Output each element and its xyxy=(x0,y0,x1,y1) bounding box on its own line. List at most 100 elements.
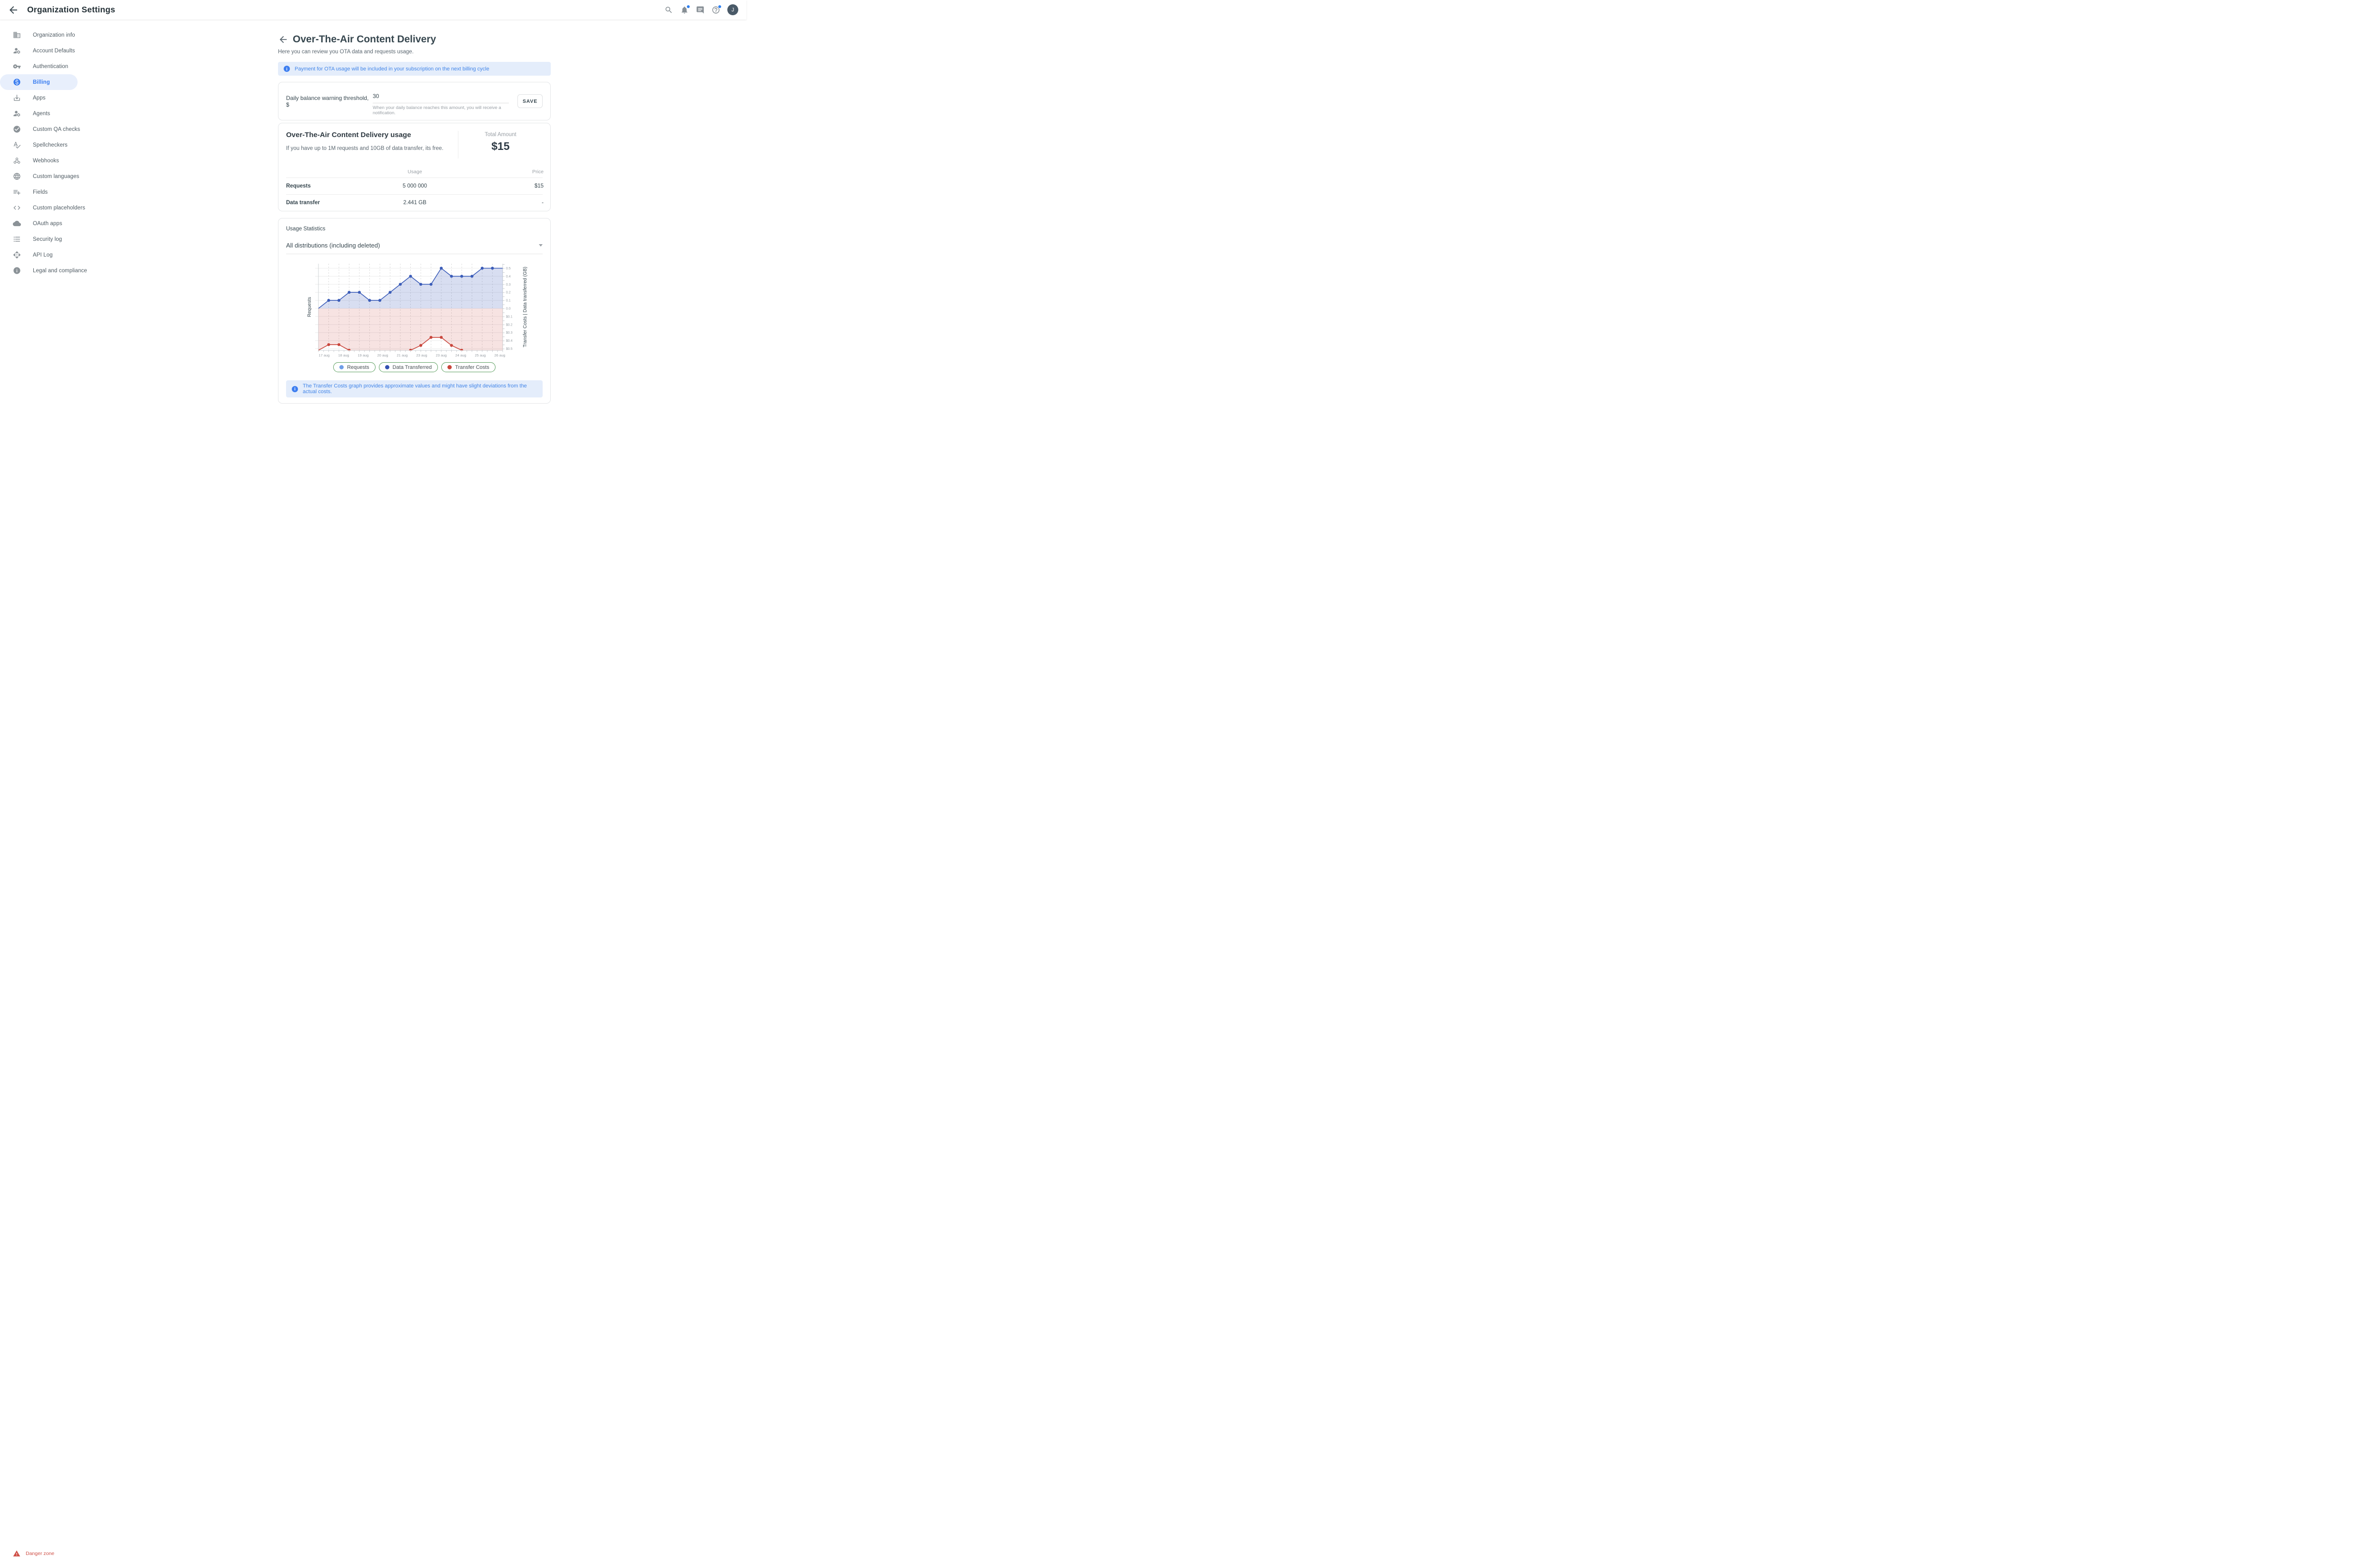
list-icon xyxy=(13,235,21,243)
chevron-down-icon xyxy=(539,244,543,247)
costs-info-banner: i The Transfer Costs graph provides appr… xyxy=(286,380,543,397)
sidebar-item-organization-info[interactable]: Organization info xyxy=(0,27,133,43)
billing-info-banner: i Payment for OTA usage will be included… xyxy=(278,62,551,76)
svg-text:23 aug: 23 aug xyxy=(436,353,447,357)
page-subtitle: Here you can review you OTA data and req… xyxy=(278,49,414,55)
threshold-card: Daily balance warning threshold, $ When … xyxy=(278,82,551,120)
total-amount-label: Total Amount xyxy=(485,132,516,138)
sidebar-item-danger-zone[interactable]: Danger zone xyxy=(13,1550,54,1557)
sidebar-item-billing[interactable]: Billing xyxy=(0,74,78,90)
info-icon: i xyxy=(292,386,298,392)
download-icon xyxy=(13,94,21,102)
svg-text:18 aug: 18 aug xyxy=(338,353,349,357)
svg-text:$0.2: $0.2 xyxy=(506,323,513,327)
settings-sidebar: Organization info Account Defaults Authent… xyxy=(0,20,133,1565)
banner-text: The Transfer Costs graph provides approx… xyxy=(303,383,527,395)
avatar[interactable]: J xyxy=(727,4,738,15)
svg-text:19 aug: 19 aug xyxy=(358,353,369,357)
legend-dot xyxy=(339,365,344,369)
svg-text:0.2: 0.2 xyxy=(506,291,511,295)
usage-chart: 17 aug 18 aug 19 aug 20 aug 21 aug 23 aug 23 a… xyxy=(286,261,543,361)
cloud-icon xyxy=(13,219,21,228)
svg-text:26 aug: 26 aug xyxy=(495,353,506,357)
info-icon: i xyxy=(284,66,290,72)
notifications-badge xyxy=(686,4,690,9)
stats-title: Usage Statistics xyxy=(286,226,326,232)
sidebar-item-security-log[interactable]: Security log xyxy=(0,231,133,247)
sidebar-item-account-defaults[interactable]: Account Defaults xyxy=(0,43,133,59)
row-label: Data transfer xyxy=(286,200,320,206)
threshold-helper: When your daily balance reaches this amo… xyxy=(373,105,501,116)
globe-icon xyxy=(13,172,21,180)
svg-text:$0.3: $0.3 xyxy=(506,331,513,335)
sidebar-item-api-log[interactable]: API Log xyxy=(0,247,133,263)
help-badge xyxy=(718,4,722,9)
playlist-add-icon xyxy=(13,188,21,196)
usage-table: Usage Price Requests 5 000 000 $15 Data … xyxy=(286,166,544,211)
code-icon xyxy=(13,204,21,212)
sidebar-item-oauth-apps[interactable]: OAuth apps xyxy=(0,216,133,231)
svg-text:0.5: 0.5 xyxy=(506,267,511,270)
usage-statistics-card: Usage Statistics All distributions (incl… xyxy=(278,218,551,404)
main-content: Over-The-Air Content Delivery Here you c… xyxy=(133,20,2380,1565)
notifications-icon[interactable] xyxy=(680,4,690,14)
threshold-input[interactable] xyxy=(373,92,509,103)
sidebar-item-apps[interactable]: Apps xyxy=(0,90,133,106)
chart-legend: Requests Data Transferred Transfer Costs xyxy=(286,362,543,372)
page-back-icon[interactable] xyxy=(278,34,288,45)
svg-text:24 aug: 24 aug xyxy=(456,353,466,357)
svg-text:0.4: 0.4 xyxy=(506,275,511,278)
sidebar-item-custom-placeholders[interactable]: Custom placeholders xyxy=(0,200,133,216)
svg-text:$0.1: $0.1 xyxy=(506,315,513,318)
table-row: Requests 5 000 000 $15 xyxy=(286,178,544,194)
usage-card-description: If you have up to 1M requests and 10GB o… xyxy=(286,146,444,151)
svg-text:0.1: 0.1 xyxy=(506,299,511,303)
row-price: - xyxy=(542,200,544,206)
spellcheck-icon xyxy=(13,141,21,149)
sidebar-item-webhooks[interactable]: Webhooks xyxy=(0,153,133,168)
manage-accounts-icon xyxy=(13,109,21,118)
sidebar-item-custom-qa-checks[interactable]: Custom QA checks xyxy=(0,121,133,137)
api-icon xyxy=(13,251,21,259)
svg-text:Requests: Requests xyxy=(307,297,312,317)
top-app-bar: Organization Settings J xyxy=(0,0,746,20)
back-icon[interactable] xyxy=(8,4,19,16)
check-circle-icon xyxy=(13,125,21,133)
sidebar-item-legal-and-compliance[interactable]: Legal and compliance xyxy=(0,263,133,278)
sidebar-item-agents[interactable]: Agents xyxy=(0,106,133,121)
distribution-select[interactable]: All distributions (including deleted) xyxy=(286,242,543,254)
search-icon[interactable] xyxy=(664,6,673,14)
legend-dot xyxy=(447,365,452,369)
threshold-label: Daily balance warning threshold, $ xyxy=(286,94,369,108)
svg-text:25 aug: 25 aug xyxy=(475,353,486,357)
total-amount-value: $15 xyxy=(491,140,510,152)
svg-text:20 aug: 20 aug xyxy=(377,353,388,357)
legend-chip-data-transferred[interactable]: Data Transferred xyxy=(378,362,438,372)
info-icon xyxy=(13,267,21,275)
svg-text:23 aug: 23 aug xyxy=(416,353,427,357)
svg-text:$0.5: $0.5 xyxy=(506,347,513,351)
legend-chip-requests[interactable]: Requests xyxy=(333,362,376,372)
svg-text:0.0: 0.0 xyxy=(506,307,511,311)
row-label: Requests xyxy=(286,183,311,189)
save-button[interactable]: SAVE xyxy=(517,94,543,108)
col-usage: Usage xyxy=(407,169,422,175)
row-usage: 5 000 000 xyxy=(402,183,427,189)
manage-accounts-icon xyxy=(13,47,21,55)
svg-text:0.3: 0.3 xyxy=(506,283,511,287)
sidebar-item-fields[interactable]: Fields xyxy=(0,184,133,200)
table-row: Data transfer 2.441 GB - xyxy=(286,194,544,211)
sidebar-item-spellcheckers[interactable]: Spellcheckers xyxy=(0,137,133,153)
domain-icon xyxy=(13,31,21,39)
col-price: Price xyxy=(532,169,544,175)
sidebar-item-custom-languages[interactable]: Custom languages xyxy=(0,168,133,184)
sidebar-item-authentication[interactable]: Authentication xyxy=(0,59,133,74)
svg-text:$0.4: $0.4 xyxy=(506,339,513,343)
chat-icon[interactable] xyxy=(696,6,704,14)
banner-text: Payment for OTA usage will be included i… xyxy=(295,66,489,72)
row-usage: 2.441 GB xyxy=(403,200,426,206)
warning-icon xyxy=(13,1550,20,1556)
help-icon[interactable] xyxy=(712,4,722,14)
legend-chip-transfer-costs[interactable]: Transfer Costs xyxy=(441,362,496,372)
usage-card: Over-The-Air Content Delivery usage If y… xyxy=(278,123,551,211)
